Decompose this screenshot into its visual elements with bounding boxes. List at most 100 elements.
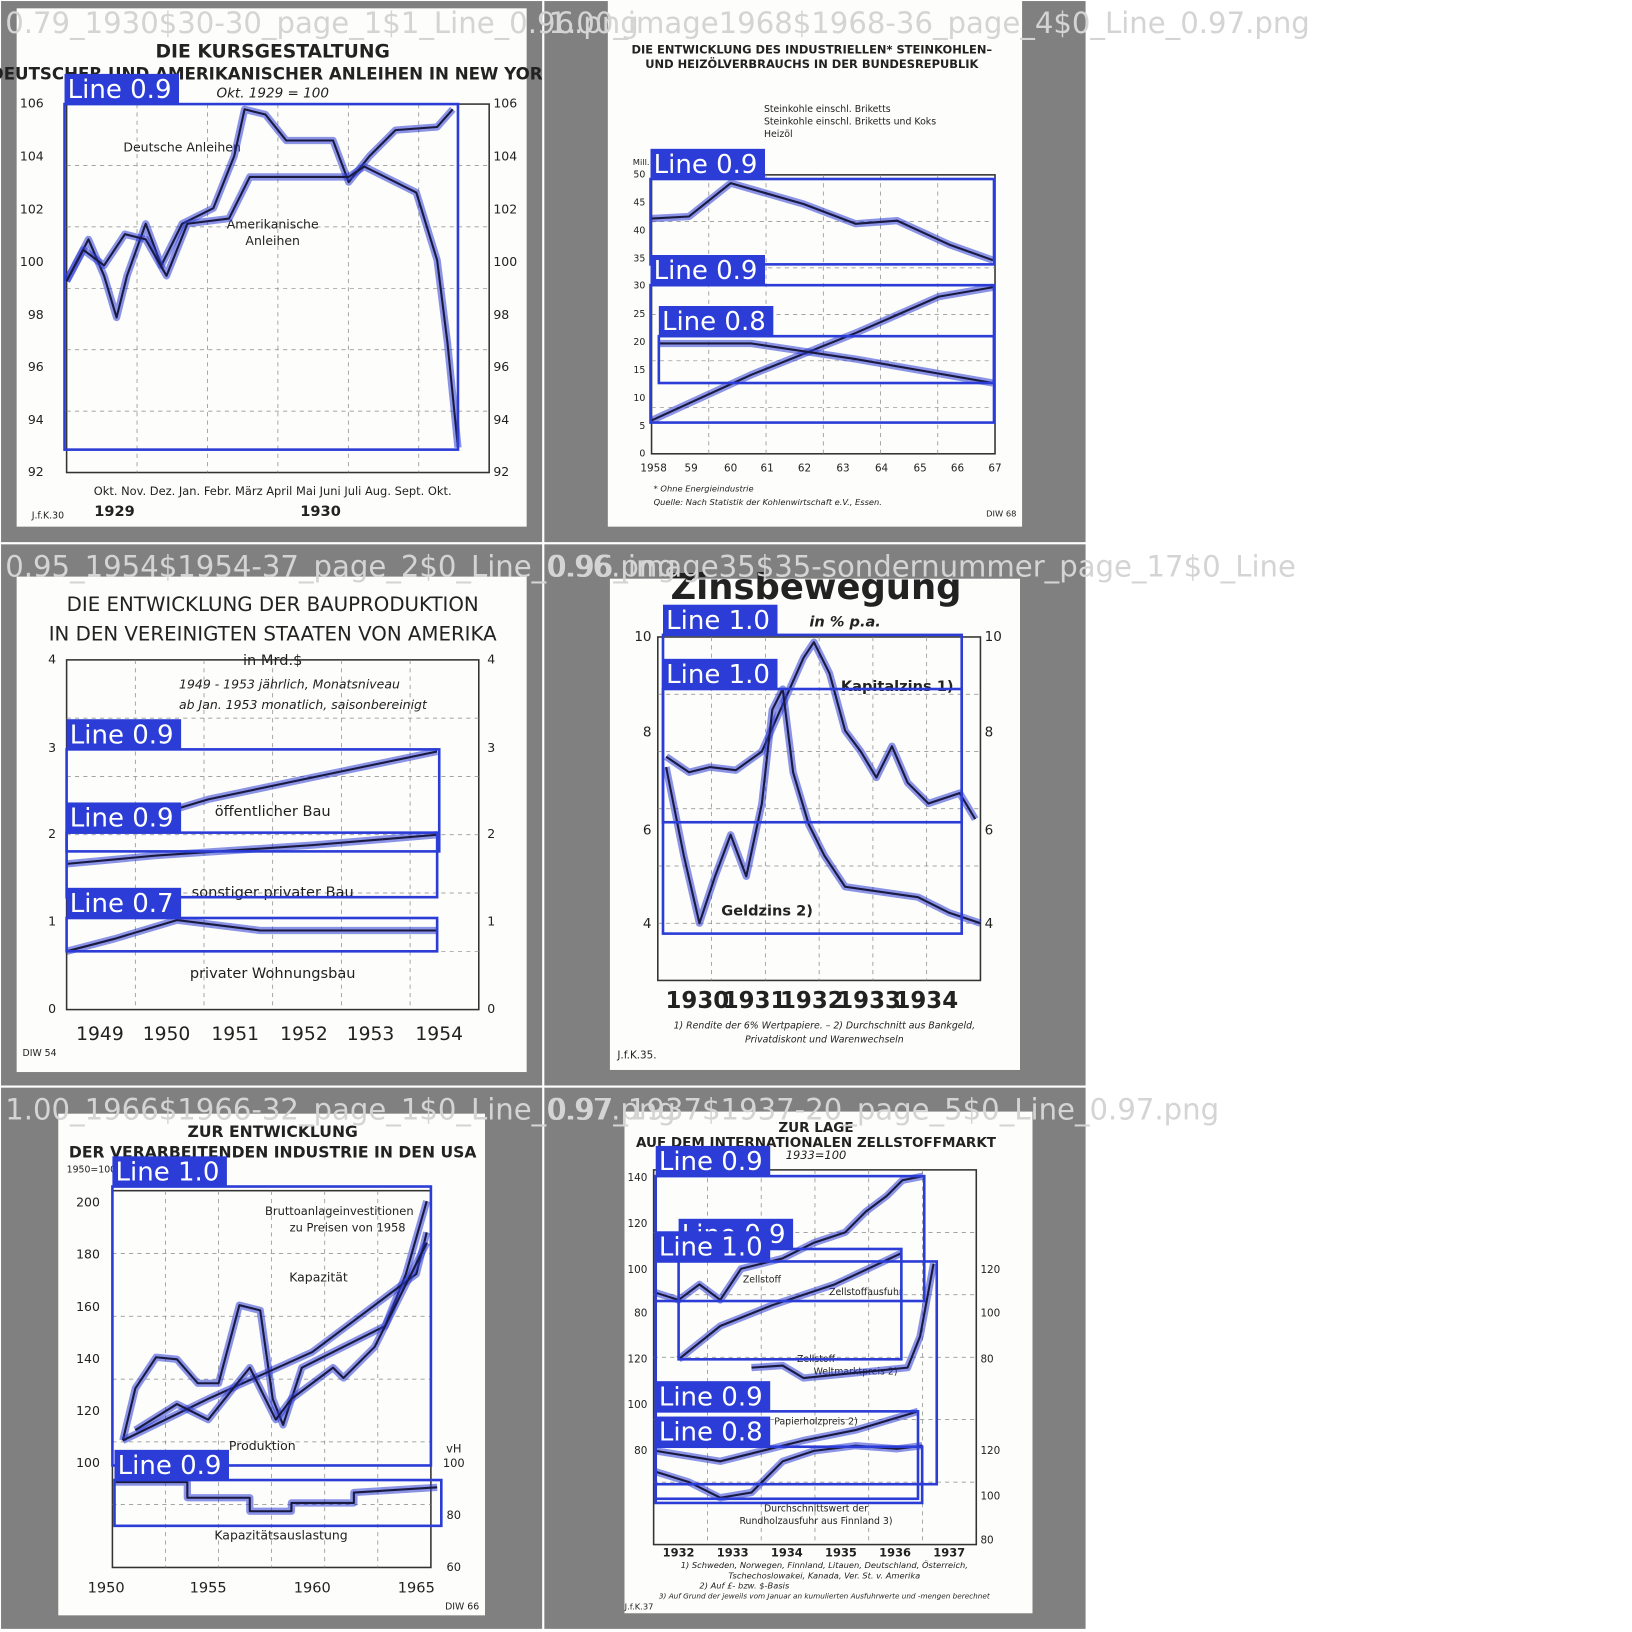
chart-text: 2 xyxy=(48,826,56,841)
chart-line xyxy=(658,342,994,385)
detection-box xyxy=(649,177,996,266)
chart-text: 140 xyxy=(76,1351,100,1366)
detection-label: Line 0.9 xyxy=(659,1147,763,1177)
chart-text: 98 xyxy=(493,307,509,322)
chart-text: 1949 - 1953 jährlich, Monatsniveau xyxy=(179,676,400,691)
chart-text: 10 xyxy=(985,629,1002,645)
chart-text: 100 xyxy=(76,1455,100,1470)
chart-text: 1950 xyxy=(88,1579,125,1596)
detection-label: Line 1.0 xyxy=(666,606,770,636)
detection-label-bg xyxy=(66,802,182,833)
detection-label-bg xyxy=(66,719,182,750)
chart-text: 4 xyxy=(487,651,495,666)
detection-box xyxy=(63,102,460,451)
chart-text: DIW 68 xyxy=(986,509,1016,519)
chart-line xyxy=(751,1263,935,1380)
chart-text: 96 xyxy=(28,359,44,374)
tile-filename: 1.00_image1968$1968-36_page_4$0_Line_0.9… xyxy=(549,6,1310,40)
detection-label-bg xyxy=(658,306,774,337)
detection-label: Line 0.9 xyxy=(70,804,174,834)
detection-box xyxy=(654,1260,939,1486)
chart-text: Privatdiskont und Warenwechseln xyxy=(745,1034,904,1045)
chart-text: 80 xyxy=(980,1353,993,1365)
detection-label: Line 0.9 xyxy=(659,1382,763,1412)
scanned-page xyxy=(624,1111,1033,1614)
chart-text: 102 xyxy=(20,202,44,217)
chart-text: 3) Auf Grund der jeweils vom Januar an k… xyxy=(659,1592,991,1601)
chart-text: 100 xyxy=(628,1264,648,1276)
detection-box xyxy=(113,1478,443,1528)
chart-text: 40 xyxy=(633,226,645,237)
chart-text: 30 xyxy=(633,281,645,292)
chart-text: 35 xyxy=(633,254,645,265)
chart-text: 20 xyxy=(633,337,645,348)
chart-text: 1935 xyxy=(825,1545,857,1559)
detection-label: Line 0.7 xyxy=(70,889,174,919)
chart-text: 0 xyxy=(639,448,645,459)
scanned-page xyxy=(58,1113,486,1616)
detection-label-bg xyxy=(663,658,778,690)
tile: DIE ENTWICKLUNG DES INDUSTRIELLEN* STEIN… xyxy=(542,0,1088,545)
chart-text: 100 xyxy=(20,254,44,269)
chart-text: 1949 xyxy=(76,1024,124,1045)
chart-text: Bruttoanlageinvestitionen xyxy=(265,1204,414,1218)
chart-text: 8 xyxy=(643,725,652,741)
chart-text: Deutsche Anleihen xyxy=(123,139,240,154)
chart-text: 200 xyxy=(76,1195,100,1210)
chart-text: 1934 xyxy=(894,988,958,1014)
chart-text: Rundholzausfuhr aus Finnland 3) xyxy=(739,1516,892,1527)
chart-text: ab Jan. 1953 monatlich, saisonbereinigt xyxy=(179,697,428,712)
chart-text: 1934 xyxy=(771,1545,803,1559)
chart-text: 4 xyxy=(48,651,56,666)
tile-filename: 1.00_1966$1966-32_page_1$0_Line_0.97.png xyxy=(5,1093,676,1127)
chart-text: Tschechoslowakei, Kanada, Ver. St. v. Am… xyxy=(728,1570,920,1580)
chart-text: öffentlicher Bau xyxy=(215,803,331,820)
tile-filename: 0.79_1930$30-30_page_1$1_Line_0.96.png xyxy=(5,6,639,40)
chart-text: Anleihen xyxy=(245,233,300,248)
chart-text: 6 xyxy=(643,823,652,839)
detection-label-bg xyxy=(112,1156,227,1187)
chart-text: in Mrd.$ xyxy=(243,652,302,669)
chart-text: Amerikanische xyxy=(227,216,319,231)
chart-text: 61 xyxy=(760,462,773,474)
tile: Zinsbewegung in % p.a. 10 8 6 4 10 8 6 4 Kapitalzi… xyxy=(542,542,1088,1088)
chart-text: 65 xyxy=(913,462,926,474)
detection-label-bg xyxy=(655,1416,771,1447)
chart-text: Mill. t xyxy=(633,157,656,167)
chart-text: 1933=100 xyxy=(786,1148,847,1162)
chart-text: Papierholzpreis 2) xyxy=(774,1416,858,1427)
detection-label: Line 1.0 xyxy=(666,660,770,690)
chart-text: DIW 66 xyxy=(445,1602,479,1613)
chart-text: 10 xyxy=(633,393,645,404)
chart-line xyxy=(114,1481,438,1513)
chart-text: Kapitalzins 1) xyxy=(841,678,954,695)
chart-text: * Ohne Energieindustrie xyxy=(654,484,754,494)
chart-line xyxy=(651,182,994,262)
chart-text: J.f.K.37 xyxy=(624,1602,654,1612)
chart-text: 1932 xyxy=(780,988,844,1014)
detection-label-bg xyxy=(663,604,778,635)
chart-text: 94 xyxy=(28,412,44,427)
chart-text: 106 xyxy=(493,96,517,111)
chart-text: Durchschnittswert der xyxy=(764,1504,868,1515)
chart-text: 80 xyxy=(634,1308,647,1320)
chart-text: UND HEIZÖLVERBRAUCHS IN DER BUNDESREPUBL… xyxy=(645,56,979,71)
chart-text: Zinsbewegung xyxy=(670,567,961,608)
chart-text: 1958 xyxy=(640,462,666,474)
chart-text: 1) Schweden, Norwegen, Finnland, Litauen… xyxy=(681,1560,968,1570)
chart-text: 1929 xyxy=(94,503,135,520)
chart-text: 67 xyxy=(988,462,1001,474)
chart-line xyxy=(665,641,977,820)
chart-text: 60 xyxy=(447,1560,462,1574)
detection-label-bg xyxy=(650,148,765,180)
chart-text: 160 xyxy=(76,1299,100,1314)
chart-text: 1952 xyxy=(280,1024,328,1045)
chart-text: J.f.K.35. xyxy=(616,1049,656,1061)
detection-label: Line 0.9 xyxy=(654,150,758,180)
detection-box xyxy=(111,1185,433,1467)
chart-text: 80 xyxy=(980,1534,993,1546)
chart-text: 1936 xyxy=(879,1545,911,1559)
